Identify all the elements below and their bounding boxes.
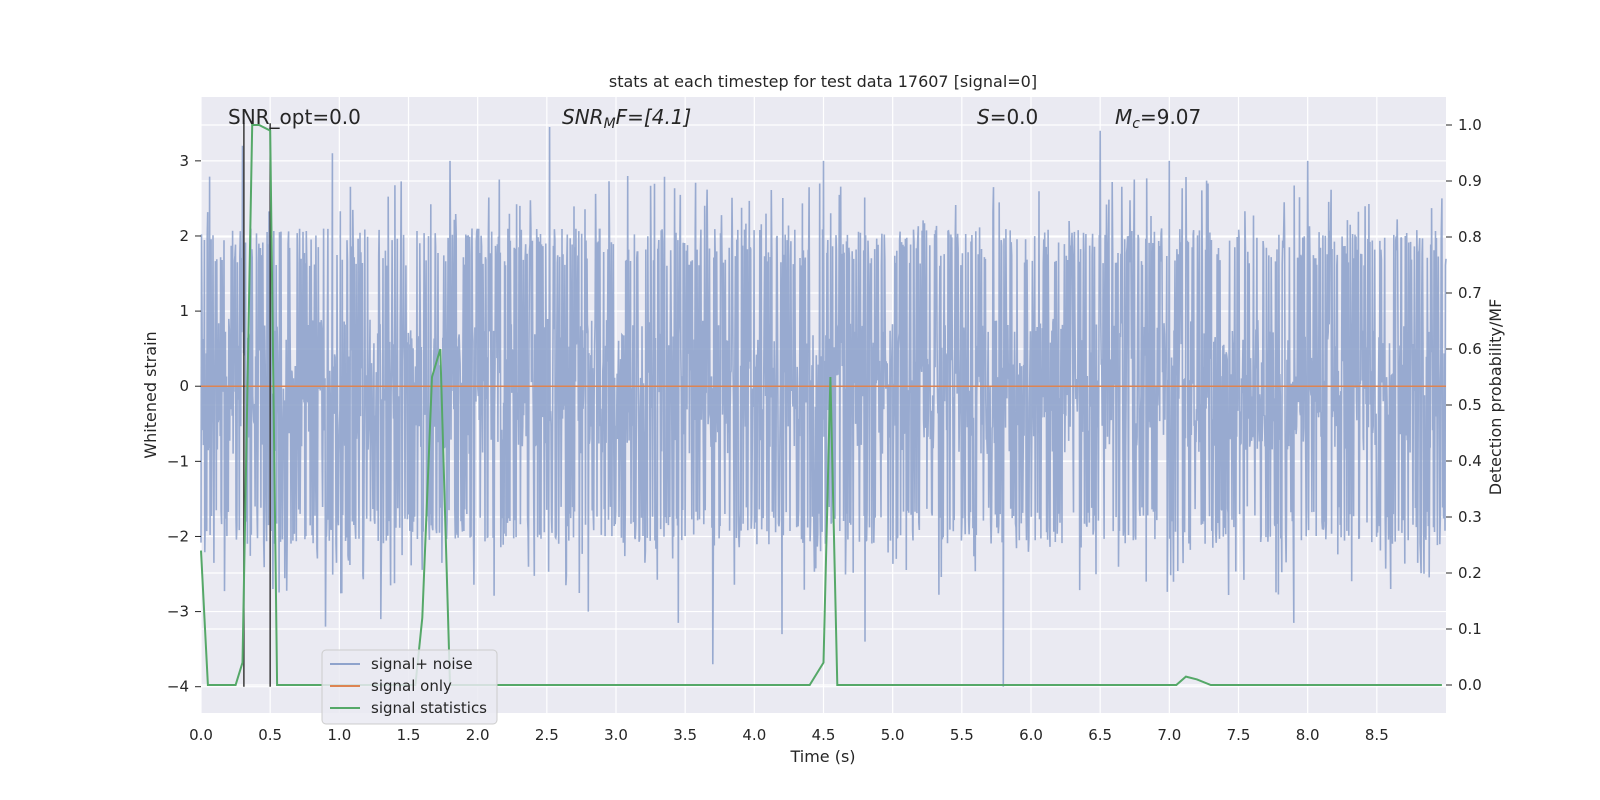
y-tick-label-left: −4 bbox=[167, 678, 189, 696]
annotation-mc-base: M bbox=[1115, 105, 1132, 129]
annotation-snr-mf-rest: F=[4.1] bbox=[616, 105, 692, 129]
x-tick-label: 4.0 bbox=[742, 726, 766, 744]
legend-label-signal-plus-noise: signal+ noise bbox=[371, 655, 473, 673]
x-tick-label: 5.5 bbox=[950, 726, 974, 744]
y-tick-label-left: 0 bbox=[179, 377, 189, 395]
x-tick-label: 7.0 bbox=[1157, 726, 1181, 744]
x-tick-label: 1.5 bbox=[397, 726, 421, 744]
x-tick-label: 6.0 bbox=[1019, 726, 1043, 744]
annotation-s: S=0.0 bbox=[977, 105, 1038, 129]
legend-box bbox=[321, 649, 498, 725]
x-tick-label: 8.5 bbox=[1365, 726, 1389, 744]
y-tick-label-left: −3 bbox=[167, 603, 189, 621]
annotation-snr-mf: SNRMF=[4.1] bbox=[562, 105, 691, 132]
y-tick-label-right: 0.3 bbox=[1458, 508, 1482, 526]
y-tick-label-right: 0.8 bbox=[1458, 228, 1482, 246]
x-axis-label: Time (s) bbox=[789, 747, 855, 766]
x-tick-label: 2.0 bbox=[466, 726, 490, 744]
y-tick-label-left: 1 bbox=[179, 302, 189, 320]
x-tick-label: 0.0 bbox=[189, 726, 213, 744]
x-tick-label: 2.5 bbox=[535, 726, 559, 744]
legend-label-signal-only: signal only bbox=[371, 677, 452, 695]
y-tick-label-right: 0.4 bbox=[1458, 452, 1482, 470]
y-tick-label-right: 0.5 bbox=[1458, 396, 1482, 414]
x-tick-label: 0.5 bbox=[258, 726, 282, 744]
legend: signal+ noise signal only signal statist… bbox=[321, 649, 498, 725]
y-tick-label-left: 2 bbox=[179, 227, 189, 245]
y-axis-label-right: Detection probability/MF bbox=[1486, 299, 1505, 496]
annotation-snr-mf-base: SNR bbox=[562, 105, 604, 129]
chart-title: stats at each timestep for test data 176… bbox=[609, 72, 1037, 91]
x-tick-label: 3.5 bbox=[673, 726, 697, 744]
series-signal-plus-noise bbox=[200, 126, 1447, 687]
y-tick-label-right: 0.6 bbox=[1458, 340, 1482, 358]
x-tick-label: 3.0 bbox=[604, 726, 628, 744]
x-tick-label: 8.0 bbox=[1296, 726, 1320, 744]
x-tick-label: 4.5 bbox=[812, 726, 836, 744]
annotation-mc: Mc=9.07 bbox=[1115, 105, 1201, 132]
annotation-mc-sub: c bbox=[1132, 116, 1140, 132]
y-tick-label-right: 0.0 bbox=[1458, 676, 1482, 694]
y-axis-label-left: Whitened strain bbox=[141, 331, 160, 458]
y-tick-label-right: 0.7 bbox=[1458, 284, 1482, 302]
y-tick-label-right: 0.1 bbox=[1458, 620, 1482, 638]
y-tick-label-left: −1 bbox=[167, 452, 189, 470]
legend-label-signal-statistics: signal statistics bbox=[371, 699, 487, 717]
annotation-snr-mf-sub: M bbox=[604, 116, 616, 132]
x-tick-label: 6.5 bbox=[1088, 726, 1112, 744]
annotation-s-value: =0.0 bbox=[990, 105, 1039, 129]
x-tick-label: 5.0 bbox=[881, 726, 905, 744]
x-tick-label: 1.0 bbox=[327, 726, 351, 744]
signal-plus-noise-line bbox=[200, 126, 1447, 687]
y-tick-label-left: −2 bbox=[167, 527, 189, 545]
tick-labels: 0.0 0.5 1.0 1.5 2.0 2.5 3.0 3.5 4.0 4.5 5.0 5.5 6.0 6… bbox=[167, 116, 1482, 744]
annotation-mc-value: =9.07 bbox=[1140, 105, 1201, 129]
annotation-s-letter: S bbox=[977, 105, 990, 129]
annotation-snr-opt: SNR_opt=0.0 bbox=[228, 105, 361, 129]
y-tick-label-left: 3 bbox=[179, 152, 189, 170]
y-tick-label-right: 0.9 bbox=[1458, 172, 1482, 190]
x-tick-label: 7.5 bbox=[1227, 726, 1251, 744]
y-tick-label-right: 0.2 bbox=[1458, 564, 1482, 582]
y-tick-label-right: 1.0 bbox=[1458, 116, 1482, 134]
